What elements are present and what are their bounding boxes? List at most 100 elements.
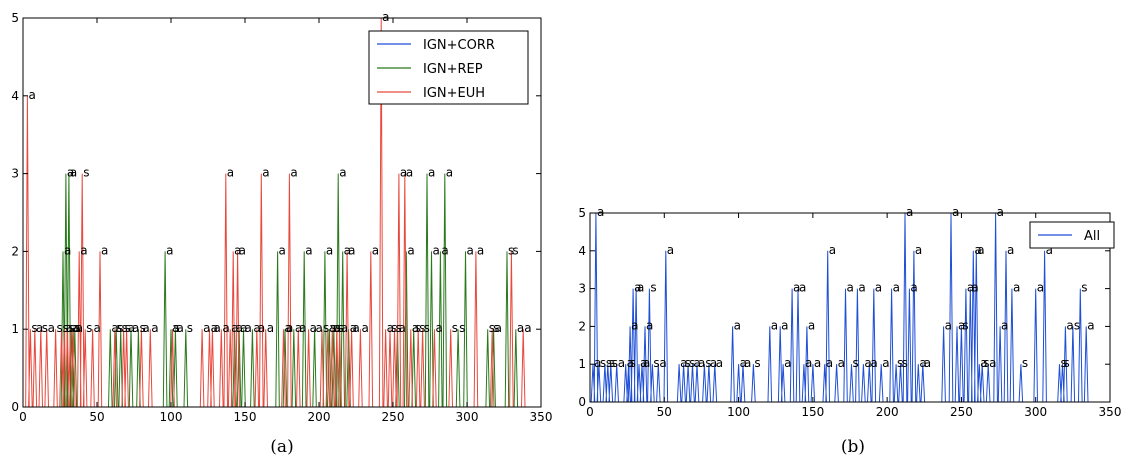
legend-label: IGN+REP — [423, 62, 483, 77]
x-tick-label: 150 — [801, 405, 824, 419]
point-label: a — [428, 166, 435, 180]
y-tick-label: 5 — [578, 206, 586, 220]
point-label: a — [132, 321, 139, 335]
point-label: a — [299, 321, 306, 335]
y-tick-label: 4 — [578, 244, 586, 258]
point-label: a — [924, 356, 931, 370]
point-label: a — [210, 321, 217, 335]
point-label: s — [600, 356, 606, 370]
point-label: a — [310, 321, 317, 335]
point-label: s — [42, 321, 48, 335]
point-label: a — [353, 321, 360, 335]
point-label: a — [919, 356, 926, 370]
point-label: s — [705, 356, 711, 370]
point-label: a — [279, 243, 286, 257]
y-tick-label: 1 — [11, 322, 19, 336]
x-tick-label: 0 — [586, 405, 594, 419]
point-label: a — [341, 321, 348, 335]
point-label: a — [977, 243, 984, 257]
point-label: a — [128, 321, 135, 335]
x-tick-label: 350 — [530, 410, 553, 424]
point-label: s — [754, 356, 760, 370]
point-label: a — [698, 356, 705, 370]
point-label: a — [333, 321, 340, 335]
point-label: s — [609, 356, 615, 370]
point-label: s — [74, 321, 80, 335]
point-label: a — [1046, 243, 1053, 257]
point-label: s — [117, 321, 123, 335]
point-label: a — [1087, 318, 1094, 332]
point-label: a — [94, 321, 101, 335]
point-label: a — [236, 321, 243, 335]
point-label: a — [477, 243, 484, 257]
point-label: s — [173, 321, 179, 335]
point-label: a — [958, 318, 965, 332]
point-label: a — [808, 318, 815, 332]
y-tick-label: 3 — [578, 282, 586, 296]
point-label: a — [826, 356, 833, 370]
point-label: a — [805, 356, 812, 370]
point-label: a — [28, 88, 35, 102]
point-label: a — [716, 356, 723, 370]
point-label: a — [227, 166, 234, 180]
point-label: a — [594, 356, 601, 370]
point-label: a — [361, 321, 368, 335]
x-tick-label: 300 — [456, 410, 479, 424]
x-tick-label: 250 — [382, 410, 405, 424]
point-label: a — [412, 321, 419, 335]
point-label: a — [339, 166, 346, 180]
point-label: s — [86, 321, 92, 335]
point-label: a — [945, 318, 952, 332]
y-tick-label: 2 — [578, 319, 586, 333]
point-label: a — [989, 356, 996, 370]
point-label: a — [517, 321, 524, 335]
point-label: s — [187, 321, 193, 335]
point-label: a — [36, 321, 43, 335]
chart-b-series-lines — [590, 212, 1089, 403]
point-label: s — [330, 321, 336, 335]
point-label: a — [906, 205, 913, 219]
point-label: a — [659, 356, 666, 370]
point-label: s — [653, 356, 659, 370]
point-label: a — [952, 205, 959, 219]
point-label: a — [784, 356, 791, 370]
series-line-all — [590, 212, 1089, 403]
point-label: a — [814, 356, 821, 370]
point-label: a — [350, 321, 357, 335]
point-label: a — [694, 356, 701, 370]
point-label: a — [1001, 318, 1008, 332]
point-label: s — [125, 321, 131, 335]
point-label: a — [838, 356, 845, 370]
point-label: a — [73, 321, 80, 335]
point-label: a — [627, 356, 634, 370]
point-label: a — [744, 356, 751, 370]
point-label: a — [432, 243, 439, 257]
point-label: a — [980, 356, 987, 370]
point-label: a — [910, 281, 917, 295]
point-label: a — [407, 243, 414, 257]
legend-label: All — [1084, 229, 1100, 244]
point-label: s — [62, 321, 68, 335]
point-label: a — [875, 281, 882, 295]
point-label: a — [400, 166, 407, 180]
point-label: a — [637, 281, 644, 295]
point-label: s — [962, 318, 968, 332]
point-label: s — [391, 321, 397, 335]
point-label: a — [643, 356, 650, 370]
x-tick-label: 200 — [308, 410, 331, 424]
point-label: s — [508, 243, 514, 257]
point-label: a — [398, 321, 405, 335]
point-label: a — [70, 166, 77, 180]
y-tick-label: 0 — [578, 395, 586, 409]
point-label: s — [68, 321, 74, 335]
y-tick-label: 5 — [11, 11, 19, 25]
point-label: a — [1066, 318, 1073, 332]
chart-b-caption: (b) — [841, 437, 865, 457]
point-label: a — [387, 321, 394, 335]
point-label: s — [139, 321, 145, 335]
point-label: s — [512, 243, 518, 257]
chart-a-axes: 0 50 100 150 200 250 300 350 0 1 2 3 4 5 — [11, 11, 552, 424]
y-tick-label: 1 — [578, 357, 586, 371]
x-tick-label: 250 — [950, 405, 973, 419]
